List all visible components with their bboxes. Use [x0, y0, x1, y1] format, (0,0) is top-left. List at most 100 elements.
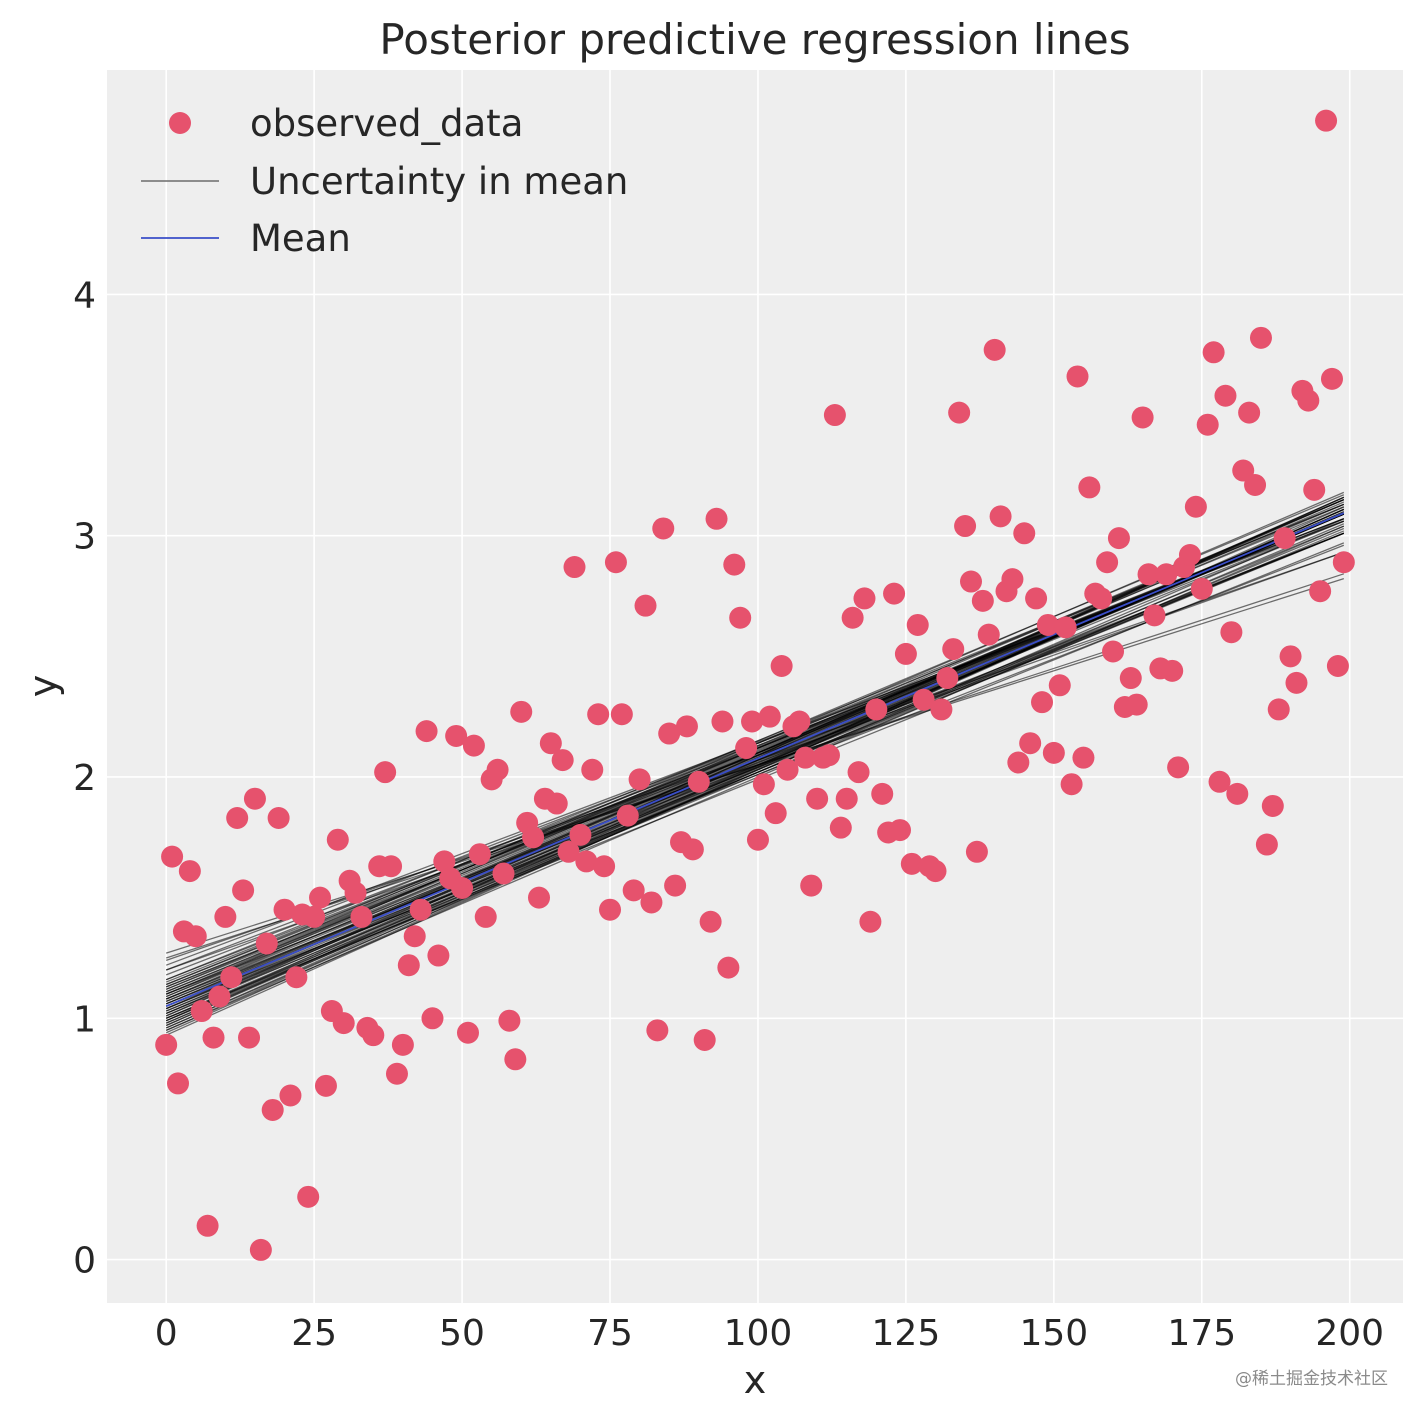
data-point — [1060, 773, 1083, 796]
data-point — [1102, 640, 1125, 663]
data-point — [640, 891, 663, 914]
data-point — [1190, 577, 1213, 600]
data-point — [776, 758, 799, 781]
data-point — [267, 807, 290, 830]
data-point — [238, 1026, 261, 1049]
data-point — [741, 710, 764, 733]
watermark: @稀土掘金技术社区 — [1235, 1369, 1388, 1389]
data-point — [965, 840, 988, 863]
data-point — [729, 606, 752, 629]
data-point — [1332, 551, 1355, 574]
data-point — [575, 850, 598, 873]
data-point — [557, 840, 580, 863]
data-point — [1315, 109, 1338, 132]
data-point — [1125, 693, 1148, 716]
data-point — [593, 855, 616, 878]
data-point — [486, 758, 509, 781]
data-point — [427, 944, 450, 967]
data-point — [285, 966, 308, 989]
data-point — [752, 773, 775, 796]
data-point — [1208, 770, 1231, 793]
data-point — [261, 1098, 284, 1121]
data-point — [433, 850, 456, 873]
data-point — [273, 898, 296, 921]
x-tick-labels: 0 25 50 75 100 125 150 175 200 — [155, 1313, 1384, 1354]
data-point — [711, 710, 734, 733]
data-point — [202, 1026, 225, 1049]
data-point — [687, 770, 710, 793]
data-point — [616, 804, 639, 827]
data-point — [1178, 543, 1201, 566]
data-point — [1090, 587, 1113, 610]
data-point — [705, 507, 728, 530]
data-point — [1096, 551, 1119, 574]
data-point — [1143, 604, 1166, 627]
data-point — [326, 828, 349, 851]
data-point — [462, 734, 485, 757]
data-point — [155, 1033, 178, 1056]
data-point — [1019, 732, 1042, 755]
data-point — [823, 404, 846, 427]
data-point — [1279, 645, 1302, 668]
data-point — [1167, 756, 1190, 779]
data-point — [380, 855, 403, 878]
data-point — [681, 838, 704, 861]
data-point — [658, 722, 681, 745]
data-point — [912, 688, 935, 711]
data-point — [859, 910, 882, 933]
data-point — [551, 749, 574, 772]
data-point — [314, 1074, 337, 1097]
data-point — [539, 732, 562, 755]
data-point — [1255, 833, 1278, 856]
data-point — [391, 1033, 414, 1056]
data-point — [900, 852, 923, 875]
data-point — [806, 787, 829, 810]
data-point — [1036, 613, 1059, 636]
data-point — [1078, 476, 1101, 499]
data-point — [167, 1072, 190, 1095]
chart-title: Posterior predictive regression lines — [379, 15, 1130, 64]
data-point — [255, 932, 278, 955]
data-point — [1202, 341, 1225, 364]
plot-background — [107, 70, 1403, 1303]
data-point — [1303, 478, 1326, 501]
data-point — [954, 515, 977, 538]
data-point — [1137, 563, 1160, 586]
data-point — [1220, 621, 1243, 644]
data-point — [344, 881, 367, 904]
x-tick-label: 25 — [291, 1313, 337, 1354]
data-point — [924, 860, 947, 883]
data-point — [279, 1084, 302, 1107]
data-point — [1214, 384, 1237, 407]
data-point — [220, 966, 243, 989]
data-point — [788, 710, 811, 733]
data-point — [894, 642, 917, 665]
data-point — [350, 905, 373, 928]
data-point — [1054, 616, 1077, 639]
data-point — [563, 556, 586, 579]
data-point — [1119, 667, 1142, 690]
data-point — [977, 623, 1000, 646]
data-point — [829, 816, 852, 839]
data-point — [758, 705, 781, 728]
data-point — [646, 1019, 669, 1042]
data-point — [699, 910, 722, 933]
data-point — [723, 553, 746, 576]
data-point — [297, 1185, 320, 1208]
y-tick-label: 3 — [73, 517, 96, 558]
data-point — [1155, 563, 1178, 586]
data-point — [1066, 365, 1089, 388]
data-point — [604, 551, 627, 574]
data-point — [693, 1028, 716, 1051]
data-point — [492, 862, 515, 885]
data-point — [871, 782, 894, 805]
data-point — [249, 1238, 272, 1261]
data-point — [888, 819, 911, 842]
data-point — [1072, 746, 1095, 769]
data-point — [628, 768, 651, 791]
data-point — [445, 724, 468, 747]
y-tick-label: 0 — [73, 1241, 96, 1282]
observed-points — [155, 109, 1355, 1261]
data-point — [1320, 367, 1343, 390]
data-point — [397, 954, 420, 977]
